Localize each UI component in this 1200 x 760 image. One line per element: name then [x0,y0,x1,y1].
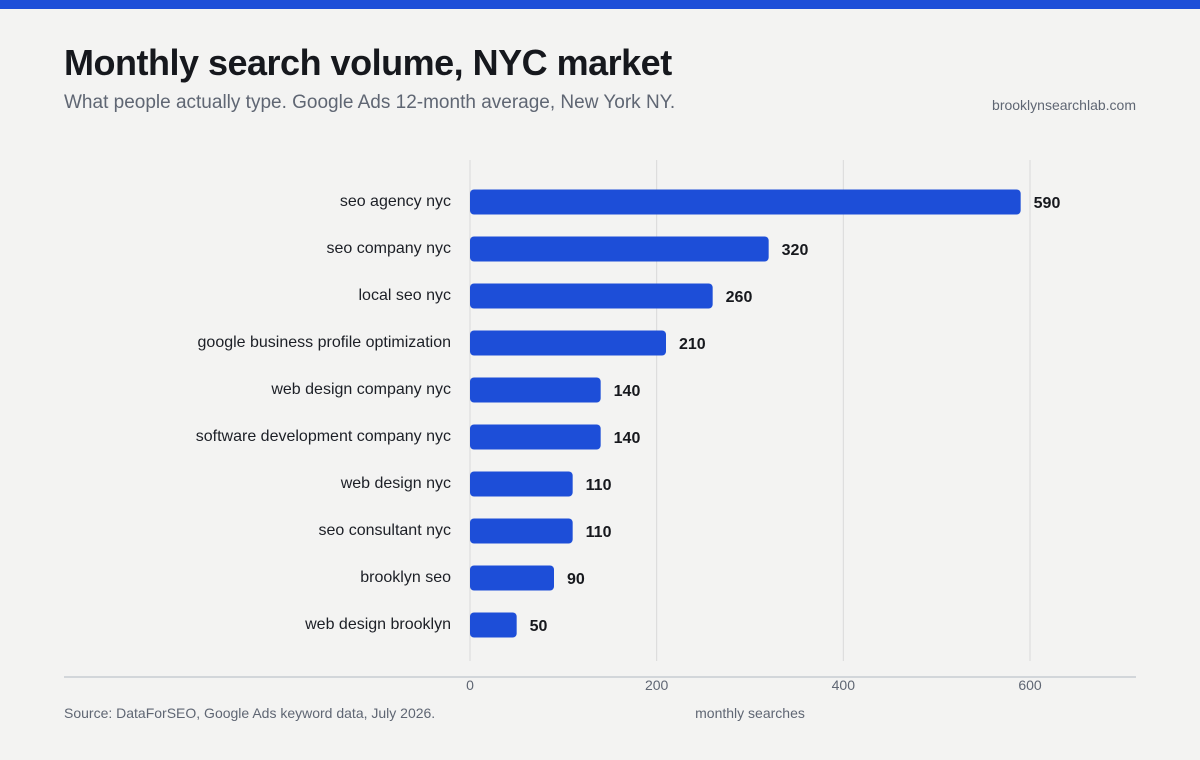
data-label: 320 [782,242,809,259]
category-label: google business profile optimization [198,334,451,351]
data-label: 110 [586,477,612,494]
category-label: web design brooklyn [304,616,451,633]
data-label: 210 [679,336,706,353]
bar [470,518,573,544]
category-label: seo company nyc [326,240,451,257]
x-tick-label: 400 [832,677,856,693]
category-label: brooklyn seo [360,569,451,586]
x-tick-label: 600 [1018,677,1042,693]
data-label: 110 [586,524,612,541]
category-label: seo agency nyc [340,193,451,210]
bar [470,330,666,356]
category-label: web design nyc [340,475,451,492]
data-label: 140 [614,430,641,447]
bar [470,189,1021,215]
chart-subtitle: What people actually type. Google Ads 12… [64,92,676,113]
bar [470,424,601,450]
data-label: 140 [614,383,641,400]
chart-title: Monthly search volume, NYC market [64,42,672,83]
category-label: web design company nyc [270,381,451,398]
bar [470,565,554,591]
data-label: 50 [530,618,548,635]
data-label: 90 [567,571,585,588]
bar [470,471,573,497]
x-tick-label: 0 [466,677,474,693]
category-label: local seo nyc [359,287,452,304]
data-label: 260 [726,289,753,306]
x-tick-label: 200 [645,677,669,693]
top-accent-bar [0,0,1200,9]
source-note: Source: DataForSEO, Google Ads keyword d… [64,705,436,721]
bar [470,377,601,403]
data-label: 590 [1034,195,1061,212]
category-label: seo consultant nyc [318,522,451,539]
site-credit: brooklynsearchlab.com [992,97,1136,113]
bar [470,236,769,262]
category-label: software development company nyc [196,428,451,445]
bar [470,612,517,638]
bar [470,283,713,309]
x-axis-title: monthly searches [695,705,805,721]
